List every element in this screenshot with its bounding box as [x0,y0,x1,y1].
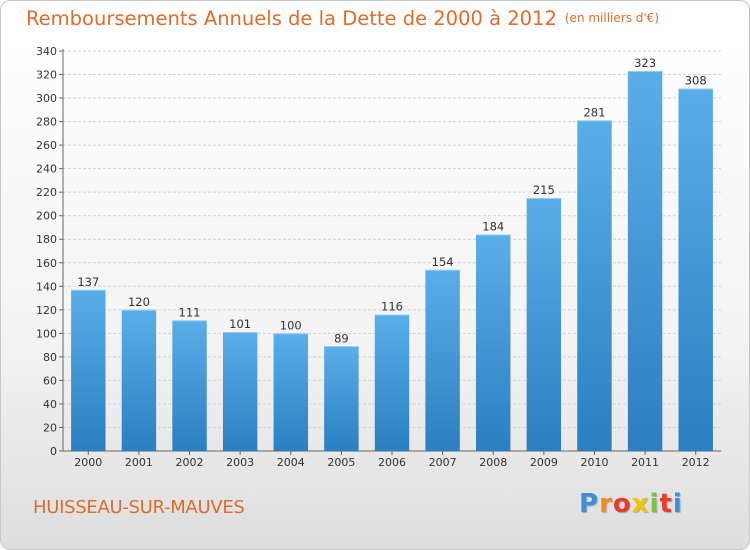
bar-2005 [324,346,359,451]
x-tick-label-2012: 2012 [682,456,710,469]
bar-2011 [627,71,663,451]
y-tick-label: 180 [36,233,57,246]
y-tick-label: 140 [36,280,57,293]
y-tick-label: 220 [36,186,57,199]
bar-2003 [222,332,258,451]
logo-letter: x [631,489,650,519]
bar-2012 [678,88,713,451]
x-tick-label-2001: 2001 [125,456,153,469]
y-tick-label: 320 [36,69,57,82]
x-tick-label-2008: 2008 [479,456,507,469]
y-tick-label: 80 [43,351,57,364]
bar-2006 [374,314,410,451]
data-label-2007: 154 [432,255,454,269]
bar-2000 [71,289,106,451]
logo-letter: P [579,489,600,519]
logo-letter: i [649,489,660,519]
commune-name: HUISSEAU-SUR-MAUVES [33,497,245,518]
data-label-2004: 100 [280,318,302,332]
x-tick-label-2002: 2002 [176,456,204,469]
data-label-2003: 101 [229,317,251,331]
data-label-2002: 111 [179,305,201,319]
proxiti-logo: Proxiti [579,489,683,519]
bar-2007 [425,269,460,451]
x-tick-label-2011: 2011 [631,456,659,469]
logo-letter: t [659,489,673,519]
y-tick-label: 0 [50,445,57,458]
y-tick-label: 300 [36,92,57,105]
y-tick-label: 20 [43,421,57,434]
x-tick-label-2000: 2000 [74,456,102,469]
y-tick-label: 40 [43,398,57,411]
x-tick-label-2010: 2010 [580,456,608,469]
y-tick-label: 100 [36,327,57,340]
logo-letter: i [672,489,683,519]
data-label-2000: 137 [77,275,99,289]
data-label-2009: 215 [533,183,555,197]
bar-2004 [273,333,308,451]
y-tick-label: 340 [36,45,57,58]
data-label-2008: 184 [482,220,504,234]
x-tick-label-2007: 2007 [429,456,457,469]
data-label-2012: 308 [685,74,707,88]
y-tick-label: 260 [36,139,57,152]
y-tick-label: 160 [36,257,57,270]
x-tick-label-2009: 2009 [530,456,558,469]
y-tick-label: 280 [36,116,57,129]
data-label-2010: 281 [583,105,605,119]
x-tick-label-2005: 2005 [327,456,355,469]
bar-2002 [172,320,207,451]
logo-letter: r [599,489,613,519]
x-tick-label-2006: 2006 [378,456,406,469]
chart-title: Remboursements Annuels de la Dette de 20… [26,7,659,30]
data-label-2001: 120 [128,295,150,309]
y-tick-label: 60 [43,374,57,387]
unit-note: (en milliers d'€) [564,11,659,25]
bar-2009 [526,198,562,451]
chart-title-text: Remboursements Annuels de la Dette de 20… [26,7,557,30]
y-tick-label: 240 [36,163,57,176]
data-label-2011: 323 [634,56,656,70]
bar-2008 [476,234,511,451]
bar-2010 [577,120,612,451]
logo-letter: o [612,489,632,519]
data-label-2006: 116 [381,300,403,314]
y-tick-label: 200 [36,210,57,223]
bar-2001 [121,309,157,451]
x-tick-label-2004: 2004 [277,456,305,469]
data-label-2005: 89 [334,331,349,345]
x-tick-label-2003: 2003 [226,456,254,469]
y-tick-label: 120 [36,304,57,317]
